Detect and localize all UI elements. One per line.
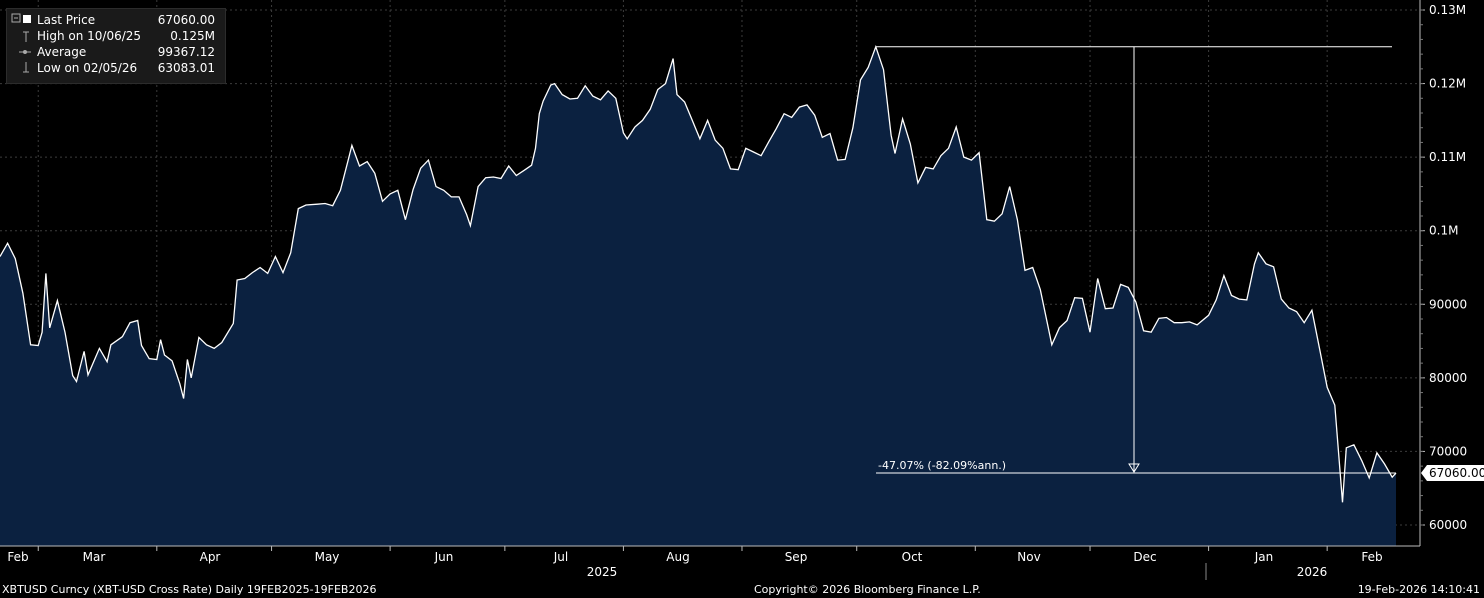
- x-month-label: Feb: [1361, 550, 1382, 564]
- legend-label-average: Average: [37, 45, 87, 59]
- drawdown-label: -47.07% (-82.09%ann.): [878, 459, 1006, 472]
- x-month-label: Mar: [83, 550, 106, 564]
- drawdown-arrow-head: [1128, 463, 1140, 474]
- drawdown-annotation: -47.07% (-82.09%ann.): [875, 46, 1396, 474]
- legend-label-low: Low on 02/05/26: [37, 61, 138, 75]
- y-tick-label: 80000: [1429, 371, 1467, 385]
- x-year-label: 2026: [1297, 565, 1328, 579]
- legend-value-high: 0.125M: [170, 29, 215, 43]
- legend-value-last-price: 67060.00: [157, 13, 215, 27]
- y-tick-label: 70000: [1429, 444, 1467, 458]
- low-marker-icon: [23, 62, 29, 73]
- x-month-label: Sep: [785, 550, 808, 564]
- y-tick-label: 0.13M: [1429, 3, 1466, 17]
- legend-label-high: High on 10/06/25: [37, 29, 142, 43]
- x-month-label: May: [315, 550, 340, 564]
- x-month-label: Jun: [434, 550, 454, 564]
- average-line-icon: [19, 50, 31, 54]
- x-month-label: Feb: [7, 550, 28, 564]
- copyright: Copyright© 2026 Bloomberg Finance L.P.: [754, 583, 981, 596]
- x-year-label: 2025: [587, 565, 618, 579]
- high-marker-icon: [23, 31, 29, 42]
- y-tick-label: 90000: [1429, 297, 1467, 311]
- x-month-label: Jul: [553, 550, 568, 564]
- timestamp: 19-Feb-2026 14:10:41: [1357, 583, 1480, 596]
- security-description: XBTUSD Curncy (XBT-USD Cross Rate) Daily…: [2, 583, 377, 596]
- legend-value-low: 63083.01: [157, 61, 215, 75]
- price-line: [0, 44, 1397, 503]
- y-axis: 60000 70000 80000 90000 0.1M 0.11M 0.12M 0.13M 6…: [1419, 0, 1484, 546]
- legend-label-last-price: Last Price: [37, 13, 96, 27]
- x-axis: Feb Mar Apr May Jun Jul Aug Sep Oct Nov Dec Jan Feb 2…: [0, 545, 1420, 580]
- x-month-label: Oct: [902, 550, 923, 564]
- legend: Last Price 67060.00 High on 10/06/25 0.1…: [6, 8, 226, 84]
- last-price-tag-label: 67060.00: [1429, 466, 1484, 480]
- x-month-label: Nov: [1017, 550, 1040, 564]
- y-tick-label: 0.1M: [1429, 224, 1458, 238]
- y-tick-label: 60000: [1429, 518, 1467, 532]
- footer: XBTUSD Curncy (XBT-USD Cross Rate) Daily…: [0, 578, 1484, 598]
- y-tick-label: 0.11M: [1429, 150, 1466, 164]
- y-tick-label: 0.12M: [1429, 77, 1466, 91]
- x-month-label: Apr: [200, 550, 221, 564]
- x-month-label: Jan: [1254, 550, 1274, 564]
- legend-collapse-icon[interactable]: [11, 13, 31, 27]
- x-month-label: Dec: [1133, 550, 1156, 564]
- price-area: [0, 46, 1396, 547]
- last-price-tag: [1421, 465, 1484, 482]
- legend-value-average: 99367.12: [157, 45, 215, 59]
- x-month-label: Aug: [666, 550, 689, 564]
